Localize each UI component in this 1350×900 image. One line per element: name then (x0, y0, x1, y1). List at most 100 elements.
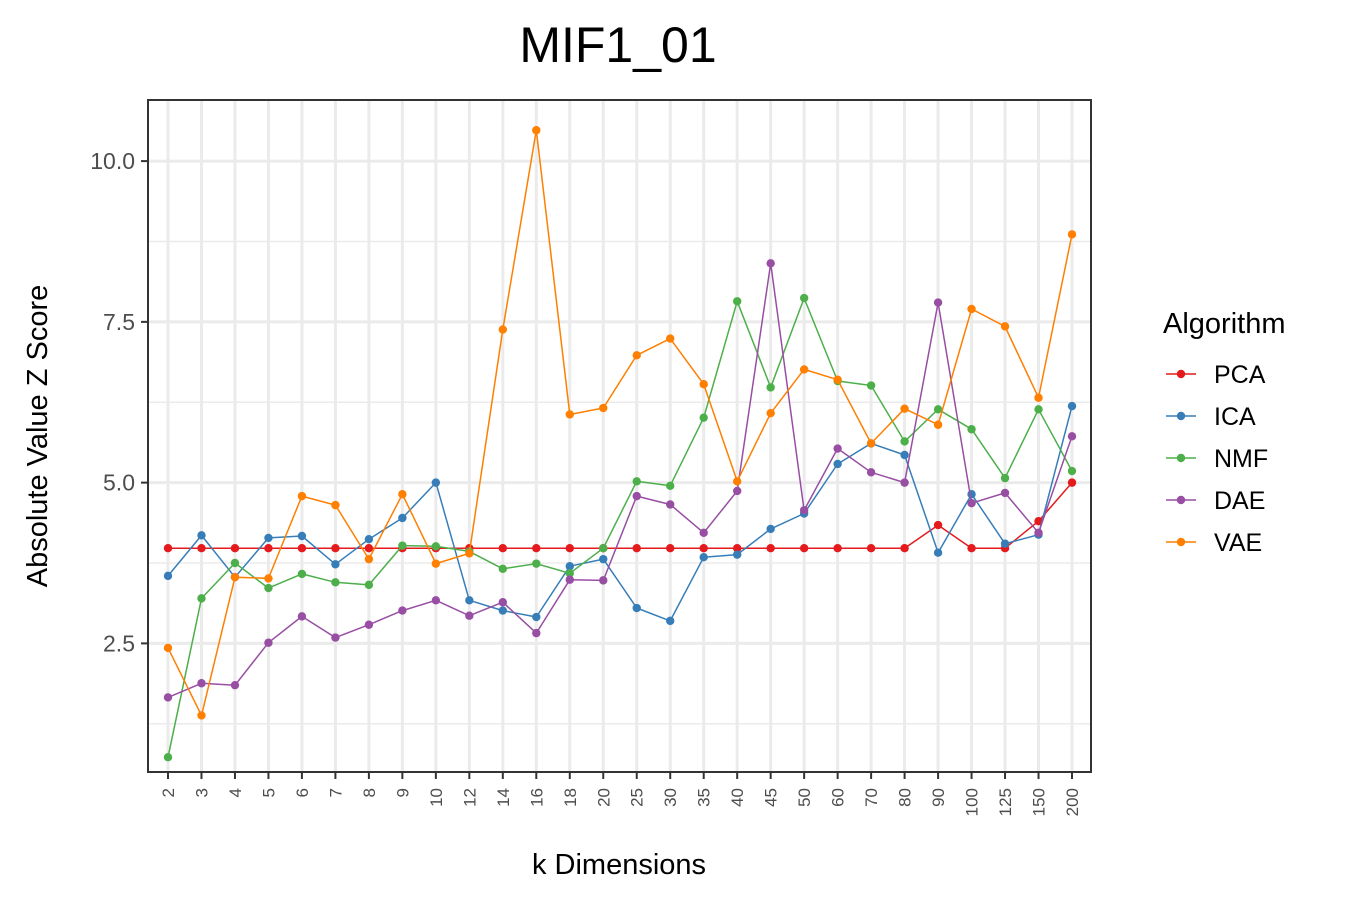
series-line-nmf (167, 297, 1073, 758)
x-tick-label: 150 (1030, 788, 1049, 816)
series-line-pca (168, 482, 1073, 549)
data-point-nmf (431, 542, 441, 551)
x-tick-label: 45 (762, 788, 781, 807)
data-point-vae (498, 325, 508, 334)
data-point-dae (732, 486, 742, 496)
x-tick-label: 18 (561, 788, 580, 807)
x-tick-label: 80 (896, 788, 915, 807)
legend-label: VAE (1214, 529, 1262, 557)
data-point-dae (699, 528, 708, 537)
data-point-ica (264, 533, 273, 543)
data-point-ica (297, 531, 307, 541)
grid-major (148, 100, 1091, 772)
data-point-dae (297, 612, 307, 621)
data-point-ica (933, 548, 943, 557)
data-point-ica (565, 562, 574, 571)
data-point-dae (264, 638, 273, 647)
data-point-dae (866, 468, 876, 477)
data-point-vae (900, 404, 909, 413)
data-point-ica (900, 450, 909, 460)
data-point-pca (732, 544, 742, 553)
legend-key-point (1176, 369, 1186, 379)
x-tick-label: 14 (494, 788, 513, 807)
legend-label: PCA (1214, 361, 1266, 389)
data-point-nmf (398, 541, 407, 550)
data-point-pca (230, 544, 240, 553)
x-tick-label: 5 (259, 788, 278, 797)
data-point-vae (933, 420, 943, 429)
data-point-vae (599, 403, 608, 413)
x-tick-label: 25 (628, 788, 647, 807)
data-point-pca (364, 544, 374, 553)
legend-label: DAE (1214, 487, 1265, 515)
data-point-dae (331, 633, 340, 642)
legend-key-point (1176, 537, 1186, 547)
data-point-dae (398, 606, 407, 615)
data-point-pca (264, 544, 273, 553)
legend-item-nmf: NMF (1166, 445, 1268, 473)
data-point-vae (230, 572, 240, 582)
series-line-ica (167, 405, 1073, 622)
data-point-ica (532, 612, 541, 622)
legend-label: NMF (1214, 445, 1268, 473)
legend-item-ica: ICA (1166, 403, 1256, 431)
data-point-pca (1067, 478, 1077, 487)
data-point-vae (1067, 230, 1077, 239)
data-point-ica (599, 554, 608, 564)
series-pca (163, 478, 1077, 553)
data-point-pca (900, 544, 909, 553)
data-point-vae (833, 375, 842, 384)
data-point-nmf (532, 559, 541, 568)
data-point-dae (465, 611, 474, 620)
data-point-pca (197, 544, 206, 553)
x-tick-label: 30 (661, 788, 680, 807)
y-tick-label: 10.0 (90, 148, 135, 174)
data-point-nmf (1067, 466, 1077, 476)
x-tick-label: 90 (929, 788, 948, 807)
data-point-pca (532, 544, 541, 553)
data-point-dae (565, 575, 574, 584)
x-tick-label: 6 (293, 788, 312, 797)
chart-title: MIF1_01 (519, 17, 716, 73)
data-point-vae (163, 643, 173, 653)
data-point-vae (331, 500, 340, 510)
data-point-ica (1067, 401, 1077, 411)
data-point-pca (699, 544, 708, 553)
data-point-dae (163, 693, 173, 702)
data-point-nmf (967, 425, 976, 434)
x-tick-label: 7 (326, 788, 345, 797)
data-point-nmf (230, 558, 240, 568)
data-point-dae (1067, 432, 1077, 441)
data-point-vae (732, 477, 742, 486)
data-point-vae (1034, 393, 1043, 402)
x-tick-label: 10 (427, 788, 446, 807)
data-point-vae (398, 489, 407, 499)
data-point-vae (632, 351, 641, 360)
data-point-ica (163, 571, 173, 581)
data-point-pca (331, 544, 340, 553)
data-point-nmf (933, 405, 943, 414)
data-point-nmf (1000, 473, 1010, 483)
x-tick-label: 8 (360, 788, 379, 797)
series-dae (163, 259, 1077, 702)
data-point-nmf (163, 753, 173, 762)
data-point-vae (264, 574, 273, 583)
data-point-ica (732, 550, 742, 559)
legend-key-point (1176, 453, 1186, 463)
legend-key-point (1176, 411, 1186, 421)
axes-layer: 2.55.07.510.02 3 4 5 6 7 8 9 10 12 14 16 18 20 25 30 35 4… (90, 148, 1082, 816)
data-point-nmf (331, 578, 340, 587)
data-point-ica (766, 524, 775, 534)
data-point-vae (297, 491, 307, 501)
x-tick-label: 40 (728, 788, 747, 807)
data-point-nmf (666, 481, 675, 491)
data-point-nmf (297, 569, 307, 579)
data-point-vae (565, 410, 574, 419)
data-point-vae (699, 380, 708, 389)
x-tick-label: 9 (393, 788, 412, 797)
data-point-dae (197, 679, 206, 688)
data-point-pca (632, 544, 641, 553)
legend: Algorithm PCA ICA NMF DAE VAE (1163, 308, 1286, 557)
